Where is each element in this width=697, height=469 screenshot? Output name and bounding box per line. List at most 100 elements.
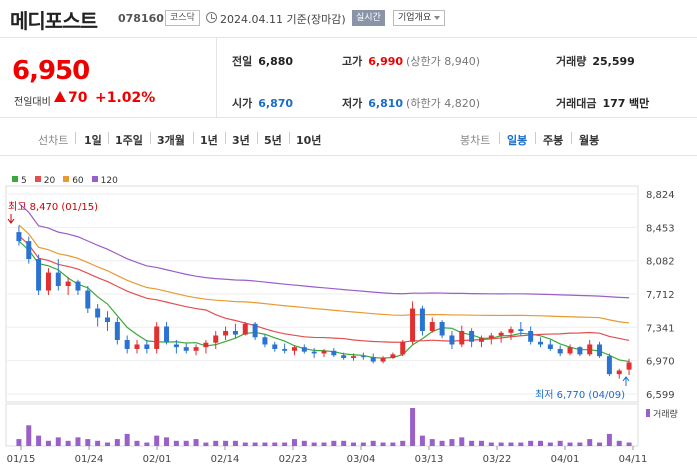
volume-bar xyxy=(55,437,61,446)
market-badge: 코스닥 xyxy=(165,10,200,26)
candle-body xyxy=(528,330,534,342)
y-tick-label: 7,712 xyxy=(646,290,675,301)
legend-label: 5 xyxy=(21,176,27,186)
candle-body xyxy=(616,370,622,375)
candlestick-chart[interactable]: 5 20 60 120 8,824 8,453 8,082 7,712 7,341 6,970 6… xyxy=(0,156,697,469)
divider xyxy=(216,38,217,118)
ma60-line xyxy=(18,224,630,324)
candle-body xyxy=(469,330,475,342)
volume: 거래량 25,599 xyxy=(556,53,635,69)
upper-limit-value: 8,940) xyxy=(444,55,480,68)
candle-body xyxy=(410,308,416,342)
lower-limit-label: (하한가 xyxy=(406,97,441,110)
divider xyxy=(289,132,290,144)
high-marker: 최고 8,470 (01/15) xyxy=(8,201,98,213)
volume-bar xyxy=(252,442,258,446)
volume-bar xyxy=(331,440,337,446)
candle-body xyxy=(311,351,317,354)
volume-bar xyxy=(597,442,603,446)
candle-body xyxy=(439,322,445,336)
candle-body xyxy=(173,344,179,348)
x-tick-label: 03/22 xyxy=(483,454,512,465)
volume-bar xyxy=(16,439,22,446)
volume-bar xyxy=(45,440,51,446)
divider xyxy=(75,132,76,144)
x-tick-label: 04/11 xyxy=(619,454,648,465)
tab-1d[interactable]: 1일 xyxy=(84,134,102,147)
lower-limit-value: 4,820) xyxy=(444,97,480,110)
tab-5y[interactable]: 5년 xyxy=(264,134,282,147)
candle-body xyxy=(223,330,229,336)
volume-bar xyxy=(518,442,524,446)
volume-bar xyxy=(528,440,534,446)
candle-body xyxy=(478,338,484,342)
tab-3m[interactable]: 3개월 xyxy=(157,134,185,147)
volume-bar xyxy=(616,440,622,446)
tab-daily[interactable]: 일봉 xyxy=(507,134,528,147)
company-overview-dropdown[interactable]: 기업개요 xyxy=(393,10,446,26)
volume-bar xyxy=(262,442,268,446)
y-tick-label: 8,082 xyxy=(646,257,675,268)
volume-bar xyxy=(390,442,396,446)
candle-body xyxy=(144,344,150,349)
x-tick-label: 04/01 xyxy=(551,454,580,465)
volume-bar xyxy=(459,437,465,446)
volume-bar xyxy=(223,440,229,446)
candle-body xyxy=(213,335,219,343)
volume-bar xyxy=(203,442,209,446)
volume-bar xyxy=(400,440,406,446)
candle-body xyxy=(331,350,337,356)
volume-bar xyxy=(291,439,297,446)
tab-monthly[interactable]: 월봉 xyxy=(579,134,600,147)
legend-label: 60 xyxy=(72,176,84,186)
volume-bar xyxy=(85,439,91,446)
tab-10y[interactable]: 10년 xyxy=(296,134,322,147)
volume-bar xyxy=(26,425,32,446)
candle-body xyxy=(124,339,130,349)
candle-body xyxy=(508,329,514,333)
ma5-line xyxy=(18,240,630,363)
candle-body xyxy=(547,344,553,349)
volume-bar xyxy=(65,440,71,446)
candle-body xyxy=(95,308,101,318)
candle-body xyxy=(606,356,612,375)
legend-label: 120 xyxy=(100,176,118,186)
y-tick-label: 8,824 xyxy=(646,190,675,201)
tab-1y[interactable]: 1년 xyxy=(200,134,218,147)
line-chart-label: 선차트 xyxy=(38,134,69,147)
volume-bar xyxy=(183,440,189,446)
volume-bar xyxy=(380,442,386,446)
volume-bar xyxy=(134,440,140,446)
candle-body xyxy=(154,326,160,349)
change-label: 전일대비 xyxy=(14,97,51,108)
volume-bar xyxy=(173,440,179,446)
low-price: 저가 6,810 (하한가 4,820) xyxy=(342,95,480,111)
volume-bar xyxy=(193,439,199,446)
volume-bar xyxy=(538,440,544,446)
change-value: 70 xyxy=(68,90,88,106)
volume-bar xyxy=(232,440,238,446)
volume-bar xyxy=(449,439,455,446)
candle-body xyxy=(183,347,189,351)
candle-body xyxy=(193,347,199,351)
prev-close-value: 6,880 xyxy=(258,55,294,68)
tab-weekly[interactable]: 주봉 xyxy=(543,134,564,147)
divider xyxy=(499,132,500,144)
volume-bar xyxy=(587,439,593,446)
volume-bar xyxy=(341,440,347,446)
ma20-line xyxy=(18,235,630,343)
candle-body xyxy=(518,329,524,331)
tab-3y[interactable]: 3년 xyxy=(232,134,250,147)
candle-body xyxy=(498,332,504,336)
date-info: 2024.04.11 기준(장마감) xyxy=(220,11,346,27)
y-tick-label: 6,970 xyxy=(646,357,675,368)
candle-chart-label: 봉차트 xyxy=(460,134,491,147)
volume-bar xyxy=(242,442,248,446)
realtime-button[interactable]: 실시간 xyxy=(352,10,385,26)
volume-bar xyxy=(469,440,475,446)
candle-body xyxy=(370,357,376,362)
volume-bar xyxy=(282,442,288,446)
prev-close-label: 전일 xyxy=(232,55,253,68)
tab-1w[interactable]: 1주일 xyxy=(115,134,143,147)
volume-value: 25,599 xyxy=(592,55,635,68)
